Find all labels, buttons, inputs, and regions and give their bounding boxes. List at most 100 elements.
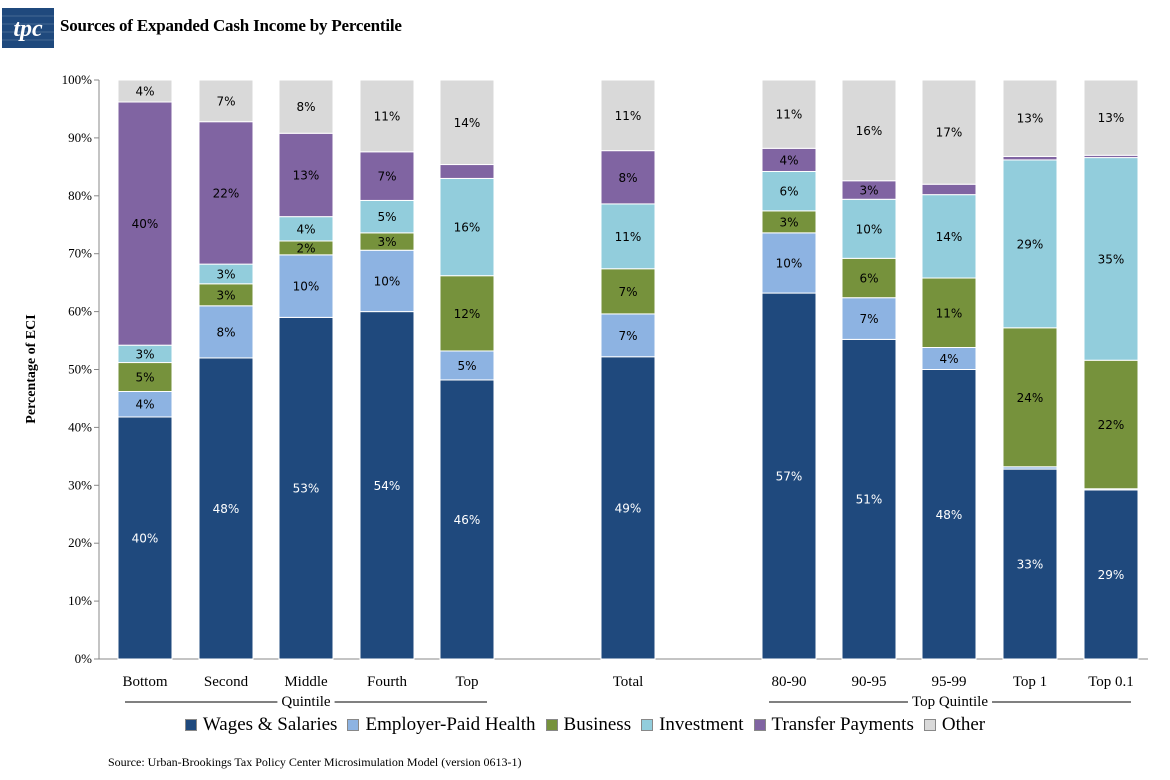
- bar-segment: [117, 101, 173, 346]
- legend-label: Transfer Payments: [771, 714, 914, 735]
- data-label: 2%: [296, 241, 315, 255]
- data-label: 29%: [1098, 568, 1125, 582]
- x-tick-label: 95-99: [932, 674, 967, 690]
- data-label: 54%: [374, 479, 401, 493]
- legend-swatch: [347, 719, 360, 731]
- bar-stack: 53% 10% 2% 4% 13% 8% Middle: [278, 79, 334, 690]
- bar-segment: [359, 79, 415, 153]
- data-label: 22%: [1098, 418, 1125, 432]
- data-label: 13%: [1017, 112, 1044, 126]
- bar-stack: 46% 5% 12% 16% 14% Top: [439, 79, 495, 690]
- bar-segment: [439, 177, 495, 277]
- data-label: 48%: [213, 502, 240, 516]
- y-tick-label: 50%: [68, 362, 92, 377]
- legend-swatch: [545, 719, 558, 731]
- bar-segment: [1002, 327, 1058, 468]
- data-label: 17%: [936, 126, 963, 140]
- x-tick-label: Top 1: [1013, 674, 1047, 690]
- bar-segment: [1002, 155, 1058, 161]
- data-label: 11%: [374, 109, 401, 123]
- source-note: Source: Urban-Brookings Tax Policy Cente…: [108, 755, 522, 769]
- bar-segment: [921, 194, 977, 279]
- bar-segment: [117, 362, 173, 393]
- data-label: 33%: [1017, 558, 1044, 572]
- bar-segment: [359, 151, 415, 201]
- legend-item: Investment: [641, 714, 744, 736]
- data-label: 11%: [936, 306, 963, 320]
- legend-swatch: [184, 719, 197, 731]
- bar-stack: 40% 4% 5% 3% 40% 4% Bottom: [117, 79, 173, 690]
- data-label: 8%: [216, 325, 235, 339]
- data-label: 4%: [939, 352, 958, 366]
- data-label: 4%: [779, 153, 798, 167]
- x-tick-label: 80-90: [772, 674, 807, 690]
- x-tick-label: Top 0.1: [1088, 674, 1134, 690]
- bar-segment: [278, 79, 334, 134]
- bar-segment: [1083, 359, 1139, 490]
- data-label: 57%: [776, 470, 803, 484]
- bar-segment: [1002, 79, 1058, 157]
- legend-label: Wages & Salaries: [202, 714, 338, 735]
- bar-segment: [600, 150, 656, 205]
- data-label: 24%: [1017, 391, 1044, 405]
- x-tick-label: 90-95: [852, 674, 887, 690]
- group-label: Quintile: [281, 694, 331, 710]
- legend-item: Employer-Paid Health: [347, 714, 536, 736]
- logo-text: tpc: [13, 16, 43, 42]
- data-label: 11%: [776, 108, 803, 122]
- bar-segment: [600, 203, 656, 270]
- bar-stack: 54% 10% 3% 5% 7% 11% Fourth: [359, 79, 415, 690]
- data-label: 6%: [859, 272, 878, 286]
- bar-segment: [439, 379, 495, 660]
- data-label: 49%: [615, 501, 642, 515]
- bar-segment: [198, 79, 254, 123]
- bar-stack: 48% 8% 3% 3% 22% 7% Second: [198, 79, 254, 690]
- bar-segment: [278, 216, 334, 242]
- bar-segment: [117, 416, 173, 660]
- x-tick-label: Second: [204, 674, 249, 690]
- bar-segment: [921, 369, 977, 660]
- data-label: 46%: [454, 513, 481, 527]
- data-label: 7%: [377, 170, 396, 184]
- data-label: 10%: [776, 256, 803, 270]
- x-tick-label: Fourth: [367, 674, 408, 690]
- bar-segment: [117, 391, 173, 418]
- bar-segment: [359, 199, 415, 234]
- legend-item: Wages & Salaries: [184, 714, 338, 736]
- legend-swatch: [641, 719, 654, 731]
- bar-segment: [841, 338, 897, 660]
- x-tick-label: Top: [455, 674, 478, 690]
- data-label: 11%: [615, 230, 642, 244]
- y-tick-label: 70%: [68, 246, 92, 261]
- data-label: 3%: [216, 288, 235, 302]
- data-label: 12%: [454, 307, 481, 321]
- bar-stack: 29% 22% 35% 13% Top 0.1: [1083, 79, 1139, 690]
- data-label: 5%: [377, 210, 396, 224]
- data-label: 16%: [856, 124, 883, 138]
- x-tick-label: Bottom: [122, 674, 167, 690]
- bar-segment: [761, 292, 817, 660]
- bar-segment: [841, 79, 897, 182]
- y-tick-label: 10%: [68, 593, 92, 608]
- bar-stack: 33% 24% 29% 13% Top 1: [1002, 79, 1058, 690]
- data-label: 7%: [859, 312, 878, 326]
- y-axis-label: Percentage of ECI: [24, 314, 39, 423]
- bar-segment: [761, 232, 817, 294]
- data-label: 6%: [779, 185, 798, 199]
- data-label: 14%: [936, 230, 963, 244]
- data-label: 3%: [377, 235, 396, 249]
- data-label: 16%: [454, 221, 481, 235]
- group-label: Top Quintile: [912, 694, 988, 710]
- bar-segment: [841, 257, 897, 299]
- chart-title: Sources of Expanded Cash Income by Perce…: [60, 16, 402, 35]
- data-label: 11%: [615, 109, 642, 123]
- data-label: 4%: [135, 85, 154, 99]
- data-label: 13%: [1098, 111, 1125, 125]
- bar-segment: [600, 79, 656, 152]
- chart-legend: Wages & Salaries Employer-Paid Health Busi…: [0, 714, 1170, 737]
- bar-segment: [1083, 489, 1139, 660]
- data-label: 14%: [454, 116, 481, 130]
- data-label: 4%: [296, 222, 315, 236]
- y-tick-label: 0%: [75, 651, 93, 666]
- legend-swatch: [753, 719, 766, 731]
